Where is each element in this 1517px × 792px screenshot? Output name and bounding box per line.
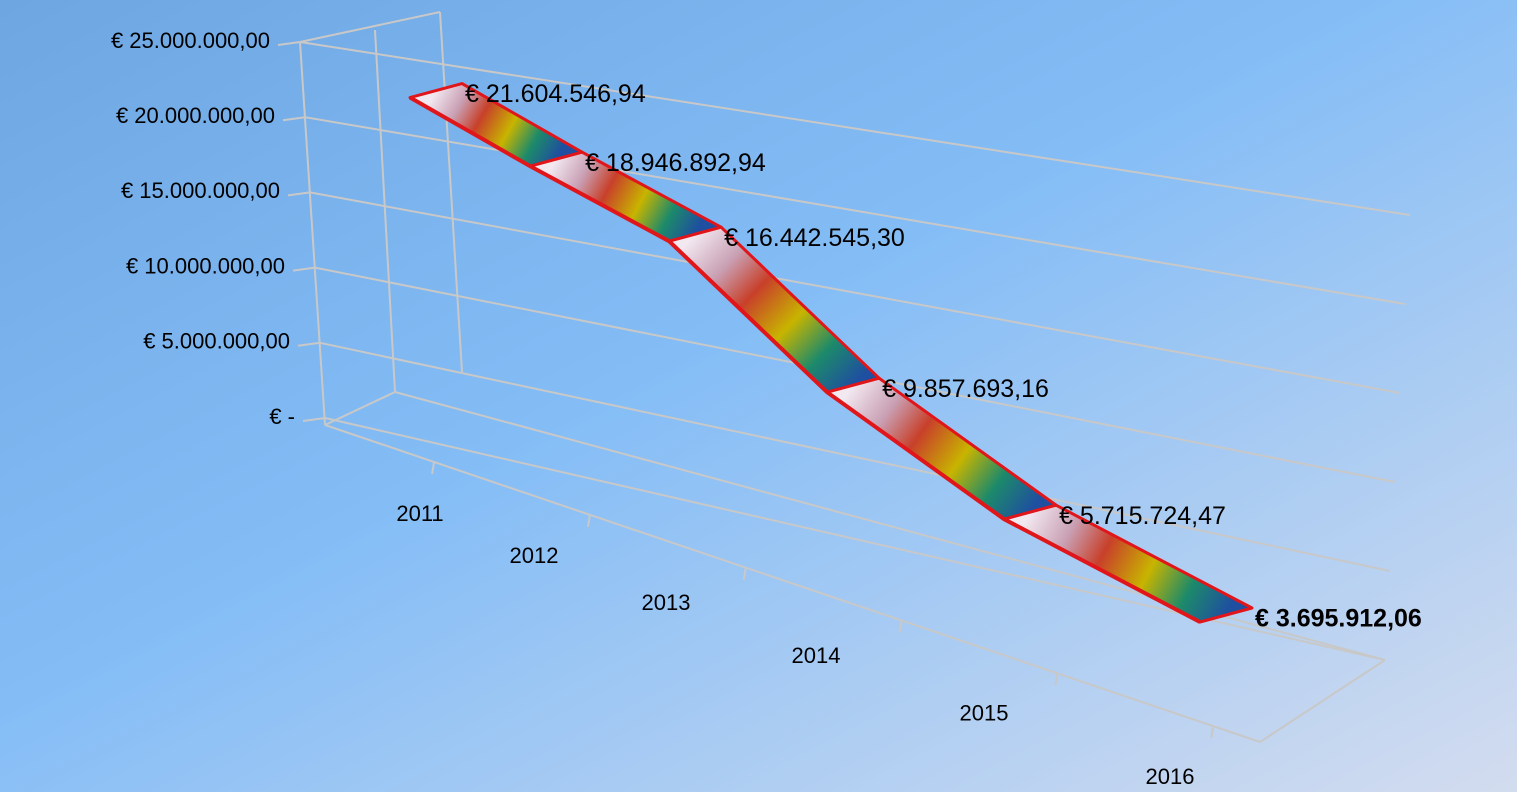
y-tick [292, 266, 316, 272]
y-tick-label: € 10.000.000,00 [126, 253, 285, 278]
x-tick-label: 2012 [510, 543, 559, 568]
x-tick-label: 2014 [792, 643, 841, 668]
grid-line [304, 116, 1406, 305]
grid-line [319, 341, 1391, 572]
x-tick-label: 2013 [642, 590, 691, 615]
y-tick-label: € 15.000.000,00 [121, 178, 280, 203]
y-tick [282, 116, 306, 122]
grid-line [309, 191, 1401, 394]
data-label: € 3.695.912,06 [1255, 605, 1422, 633]
y-tick-label: € 5.000.000,00 [143, 329, 290, 354]
x-tick [1054, 673, 1059, 686]
x-tick [1210, 725, 1215, 739]
x-tick [431, 461, 436, 475]
y-tick-label: € 20.000.000,00 [116, 103, 275, 128]
data-label: € 5.715.724,47 [1059, 502, 1226, 530]
y-tick [277, 41, 301, 46]
y-tick-label: € 25.000.000,00 [111, 28, 270, 53]
y-tick [297, 341, 321, 347]
data-label: € 9.857.693,16 [882, 375, 1049, 403]
x-tick [898, 620, 903, 633]
line [409, 95, 1201, 624]
y-tick-label: € - [269, 404, 295, 429]
x-tick [742, 567, 747, 580]
x-tick-label: 2016 [1146, 764, 1195, 789]
grid-line [299, 41, 1411, 216]
x-tick-label: 2015 [960, 701, 1009, 726]
data-label: € 21.604.546,94 [465, 80, 646, 108]
x-tick [586, 514, 591, 527]
data-label: € 16.442.545,30 [724, 224, 905, 252]
y-tick [302, 417, 326, 422]
x-tick-label: 2011 [396, 501, 443, 526]
y-tick [287, 191, 311, 197]
data-label: € 18.946.892,94 [585, 149, 766, 177]
